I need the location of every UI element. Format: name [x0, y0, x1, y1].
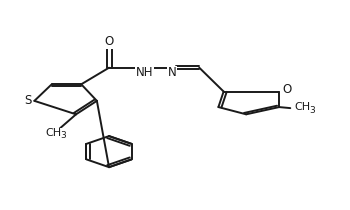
Text: 3: 3: [309, 106, 315, 115]
Text: O: O: [104, 35, 114, 48]
Text: CH: CH: [294, 102, 310, 113]
Text: 3: 3: [61, 131, 66, 140]
Text: O: O: [282, 83, 292, 96]
Text: CH: CH: [46, 128, 62, 138]
Text: NH: NH: [136, 66, 154, 79]
Text: S: S: [25, 94, 32, 107]
Text: N: N: [168, 66, 177, 79]
